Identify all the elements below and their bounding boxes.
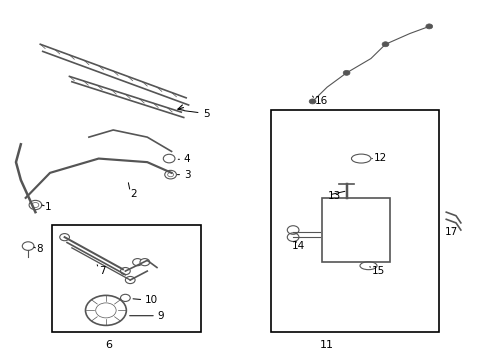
Text: 10: 10 xyxy=(144,295,158,305)
Circle shape xyxy=(120,267,130,275)
Text: 7: 7 xyxy=(99,266,105,276)
Text: 15: 15 xyxy=(371,266,385,276)
Circle shape xyxy=(132,258,142,266)
Text: 2: 2 xyxy=(130,189,137,199)
Circle shape xyxy=(425,24,432,29)
Text: 3: 3 xyxy=(183,170,190,180)
Text: 16: 16 xyxy=(314,96,327,107)
Text: 11: 11 xyxy=(320,340,333,350)
Text: 9: 9 xyxy=(157,311,163,321)
Bar xyxy=(271,111,438,332)
Circle shape xyxy=(125,276,135,284)
Text: 6: 6 xyxy=(104,340,112,350)
Text: 17: 17 xyxy=(444,227,457,237)
Circle shape xyxy=(308,99,315,104)
Circle shape xyxy=(60,234,69,241)
Circle shape xyxy=(381,42,388,47)
Text: 4: 4 xyxy=(183,154,190,163)
Text: 13: 13 xyxy=(327,191,341,201)
Text: 12: 12 xyxy=(372,153,386,163)
Bar xyxy=(52,225,201,332)
Text: 14: 14 xyxy=(291,241,305,251)
Circle shape xyxy=(140,258,149,266)
Text: 8: 8 xyxy=(36,244,43,253)
Text: 1: 1 xyxy=(45,202,52,212)
Text: 5: 5 xyxy=(203,109,209,119)
Circle shape xyxy=(343,70,349,75)
